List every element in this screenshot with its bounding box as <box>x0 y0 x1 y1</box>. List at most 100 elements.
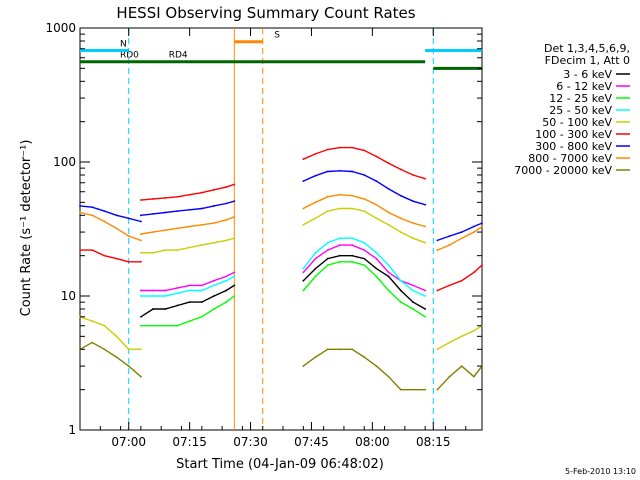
x-tick-label-2: 07:30 <box>233 435 268 449</box>
series-5-point-1-0 <box>140 199 142 201</box>
series-0-point-0-2 <box>164 308 167 310</box>
series-1-point-1-2 <box>326 249 329 252</box>
series-6-point-0-0 <box>79 205 81 207</box>
series-0-point-0-4 <box>188 301 191 304</box>
series-5-point-1-5 <box>200 191 203 194</box>
series-6-point-1-4 <box>188 208 191 211</box>
legend-label-0: 3 - 6 keV <box>563 68 612 81</box>
series-8-point-2-0 <box>436 388 439 391</box>
series-4-segment-3 <box>436 325 483 350</box>
series-7-point-3-1 <box>448 244 451 246</box>
series-7-point-1-6 <box>213 222 215 224</box>
legend-header-2: FDecim 1, Att 0 <box>545 54 630 67</box>
series-5-point-2-7 <box>387 162 390 165</box>
series-6-point-1-3 <box>176 210 179 213</box>
series-3-point-1-10 <box>424 295 427 297</box>
series-1-point-1-6 <box>375 257 378 260</box>
series-2-point-0-0 <box>140 324 142 327</box>
series-5-point-2-0 <box>302 158 305 161</box>
series-2-point-0-6 <box>213 308 215 310</box>
series-7-point-2-1 <box>314 201 317 204</box>
series-8-segment-1 <box>302 348 426 391</box>
series-8-point-0-2 <box>103 348 106 351</box>
series-4-point-0-5 <box>140 348 142 351</box>
series-3 <box>140 237 427 297</box>
series-4-point-2-7 <box>387 223 390 226</box>
series-2 <box>140 260 427 327</box>
series-2-point-0-3 <box>176 324 179 327</box>
series-2-point-0-8 <box>233 295 236 297</box>
series-5 <box>79 146 483 292</box>
series-4-point-2-9 <box>412 237 414 240</box>
series-4-point-2-5 <box>363 210 366 213</box>
series-6-point-3-0 <box>436 239 439 242</box>
series-4-point-3-2 <box>460 335 463 338</box>
series-4-point-1-7 <box>225 239 228 242</box>
series-0-point-0-8 <box>233 284 236 287</box>
series-7-point-1-1 <box>152 231 154 233</box>
legend-header-1: Det 1,3,4,5,6,9, <box>544 42 630 55</box>
series-5-point-1-8 <box>233 183 236 186</box>
series-1-point-0-2 <box>164 289 167 292</box>
series-7-point-2-2 <box>326 195 329 198</box>
series-2-point-1-7 <box>387 289 390 292</box>
series-7-point-3-4 <box>481 225 483 228</box>
series-4-point-0-2 <box>103 324 106 327</box>
series-5-point-0-1 <box>91 249 94 252</box>
series-0-point-0-5 <box>200 301 203 304</box>
series-6-point-2-4 <box>351 170 353 173</box>
series-6-point-0-1 <box>91 206 94 209</box>
series-8-point-0-5 <box>140 375 142 378</box>
series-6-point-2-6 <box>375 180 378 183</box>
series-1-point-0-4 <box>188 284 191 287</box>
series-6-point-2-10 <box>424 203 427 206</box>
series-5-point-1-6 <box>213 188 215 191</box>
series-4-point-3-0 <box>436 348 439 351</box>
series-8-segment-2 <box>436 365 483 391</box>
series-7-point-1-7 <box>225 218 228 221</box>
series-7-segment-0 <box>79 211 142 242</box>
series-5-point-2-3 <box>338 146 341 149</box>
series-0-point-0-1 <box>152 308 154 310</box>
series-5-point-1-4 <box>188 193 191 196</box>
series-1-point-0-0 <box>140 289 142 292</box>
series-3-point-0-3 <box>176 292 179 295</box>
series-2-point-1-8 <box>399 301 402 304</box>
series-4-point-2-6 <box>375 217 378 220</box>
series-layer <box>79 146 483 391</box>
series-8-point-1-1 <box>314 356 317 358</box>
series-4-point-2-0 <box>302 223 305 226</box>
series-4-segment-0 <box>79 316 141 350</box>
series-3-point-1-3 <box>338 237 341 240</box>
series-2-point-0-1 <box>152 324 154 327</box>
series-8-point-1-3 <box>338 348 341 351</box>
series-6-point-2-9 <box>412 200 414 203</box>
series-3-point-0-1 <box>152 295 154 297</box>
series-8-point-2-3 <box>472 375 475 378</box>
annotation-label-n: N <box>120 39 127 49</box>
series-4-segment-2 <box>302 207 426 244</box>
series-0 <box>140 254 427 318</box>
x-tick-label-1: 07:15 <box>172 435 207 449</box>
series-1-point-1-1 <box>314 257 317 260</box>
series-5-point-2-2 <box>326 148 329 151</box>
series-0-point-1-10 <box>424 308 427 310</box>
series-7-point-1-8 <box>233 215 236 218</box>
series-5-point-0-4 <box>127 260 130 263</box>
series-2-point-1-2 <box>326 264 329 267</box>
series-1-point-1-5 <box>363 249 366 252</box>
series-1-point-1-10 <box>424 289 427 292</box>
series-3-point-1-7 <box>387 264 390 267</box>
series-0-point-0-6 <box>213 295 215 297</box>
x-axis-label: Start Time (04-Jan-09 06:48:02) <box>176 457 384 472</box>
series-6-point-2-2 <box>326 170 329 173</box>
series-7-point-3-3 <box>472 231 475 233</box>
series-5-point-0-3 <box>115 257 118 260</box>
series-8-point-2-1 <box>448 375 451 378</box>
series-7-point-2-9 <box>412 222 414 224</box>
series-7-point-0-2 <box>103 220 106 223</box>
series-6-point-3-4 <box>481 222 483 224</box>
series-6-point-1-8 <box>233 200 236 203</box>
series-5-point-3-0 <box>436 289 439 292</box>
